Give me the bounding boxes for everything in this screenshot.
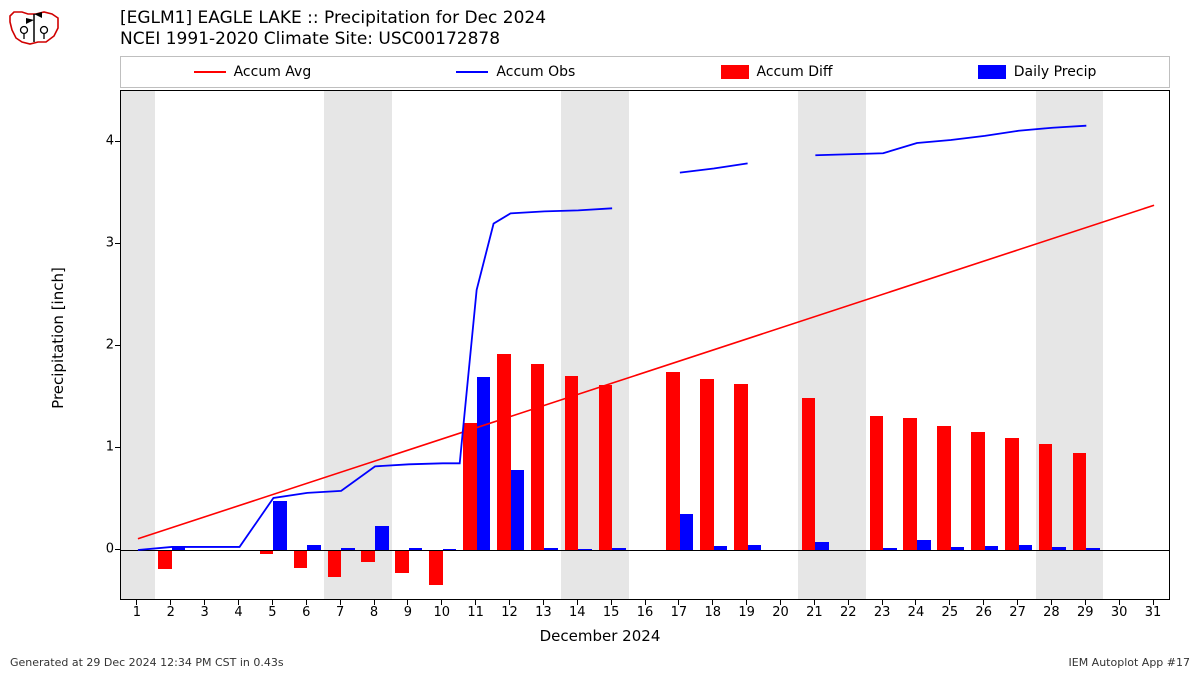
y-tick-label: 3 [84,236,114,251]
title-line-2: NCEI 1991-2020 Climate Site: USC00172878 [120,29,546,50]
x-tick-label: 30 [1104,605,1134,620]
title-line-1: [EGLM1] EAGLE LAKE :: Precipitation for … [120,8,546,29]
series-line [138,208,612,550]
chart-title: [EGLM1] EAGLE LAKE :: Precipitation for … [120,8,546,51]
x-tick-label: 18 [698,605,728,620]
x-tick-label: 26 [969,605,999,620]
footer-app: IEM Autoplot App #17 [1069,656,1191,669]
x-tick-label: 11 [461,605,491,620]
x-axis-label: December 2024 [540,627,661,645]
legend-marker [194,71,226,73]
x-tick-label: 1 [122,605,152,620]
y-tick-label: 2 [84,338,114,353]
x-tick-label: 14 [562,605,592,620]
series-line [815,126,1086,156]
legend-label: Daily Precip [1014,64,1097,80]
line-overlay [121,91,1170,600]
x-tick-label: 19 [732,605,762,620]
x-tick-label: 4 [224,605,254,620]
x-tick-label: 6 [291,605,321,620]
x-tick-label: 15 [596,605,626,620]
x-tick-label: 28 [1036,605,1066,620]
legend-item: Daily Precip [978,64,1097,80]
x-tick-label: 2 [156,605,186,620]
y-tick-label: 1 [84,440,114,455]
legend-label: Accum Diff [757,64,833,80]
series-line [680,163,748,172]
legend-marker [721,65,749,79]
x-tick-label: 21 [799,605,829,620]
x-tick-label: 3 [190,605,220,620]
legend-marker [456,71,488,73]
x-tick-label: 22 [833,605,863,620]
legend-item: Accum Obs [456,64,575,80]
x-tick-label: 25 [935,605,965,620]
x-tick-label: 23 [867,605,897,620]
x-tick-label: 13 [528,605,558,620]
series-line [138,205,1154,539]
x-tick-label: 20 [765,605,795,620]
chart-plot-area [120,90,1170,600]
x-tick-label: 31 [1138,605,1168,620]
x-tick-label: 12 [495,605,525,620]
y-tick-label: 4 [84,134,114,149]
x-tick-label: 27 [1003,605,1033,620]
legend-item: Accum Avg [194,64,312,80]
x-tick-label: 8 [359,605,389,620]
x-tick-label: 10 [427,605,457,620]
legend-label: Accum Avg [234,64,312,80]
x-tick-label: 5 [257,605,287,620]
legend-label: Accum Obs [496,64,575,80]
x-tick-label: 9 [393,605,423,620]
y-tick-label: 0 [84,542,114,557]
x-tick-label: 24 [901,605,931,620]
legend-item: Accum Diff [721,64,833,80]
x-tick-label: 7 [325,605,355,620]
legend-marker [978,65,1006,79]
y-axis-label: Precipitation [inch] [49,267,67,409]
legend: Accum Avg Accum Obs Accum Diff Daily Precip [120,56,1170,88]
x-tick-label: 16 [630,605,660,620]
x-tick-label: 29 [1070,605,1100,620]
iem-logo [8,8,60,48]
x-tick-label: 17 [664,605,694,620]
footer-generated: Generated at 29 Dec 2024 12:34 PM CST in… [10,656,284,669]
